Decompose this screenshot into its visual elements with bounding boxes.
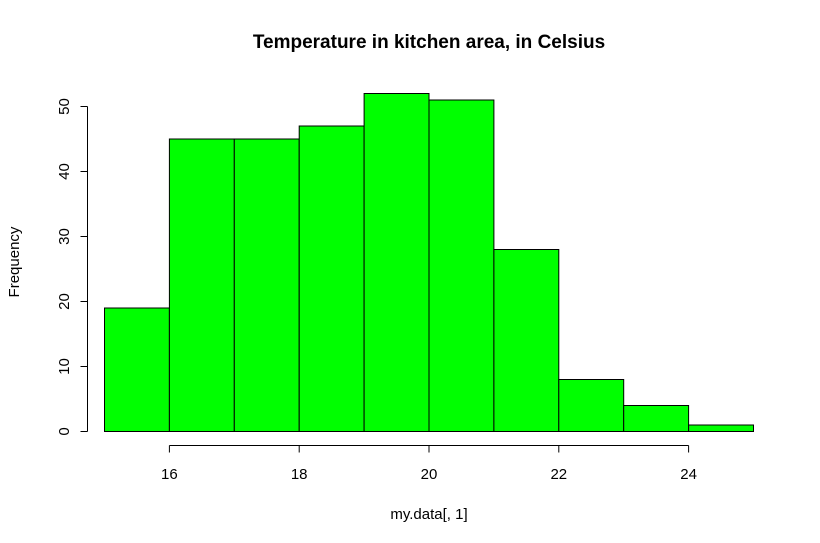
y-tick-label-0: 0 [56, 427, 73, 435]
x-axis-label: my.data[, 1] [390, 506, 467, 523]
histogram-bar-1 [168, 138, 235, 432]
y-tick-label-3: 30 [56, 228, 73, 245]
histogram-bar-2 [233, 138, 300, 432]
histogram-bar-3 [298, 125, 365, 432]
y-axis-label: Frequency [6, 226, 23, 297]
x-tick-label-2: 20 [421, 466, 438, 483]
chart-title: Temperature in kitchen area, in Celsius [253, 32, 605, 53]
x-tick-label-0: 16 [161, 466, 178, 483]
histogram-bar-6 [493, 249, 560, 432]
bars-group [104, 93, 754, 432]
histogram-bar-5 [428, 99, 495, 432]
histogram-bar-8 [623, 405, 690, 432]
y-axis: 0 10 20 30 40 50 [56, 98, 88, 436]
y-tick-label-2: 20 [56, 293, 73, 310]
histogram-bar-0 [104, 307, 170, 432]
histogram-bar-9 [688, 424, 754, 432]
x-tick-label-4: 24 [680, 466, 697, 483]
y-tick-label-4: 40 [56, 163, 73, 180]
x-tick-label-3: 22 [550, 466, 567, 483]
histogram-bar-4 [363, 93, 430, 432]
x-tick-label-1: 18 [291, 466, 308, 483]
x-axis: 16 18 20 22 24 [161, 445, 697, 483]
y-tick-label-1: 10 [56, 358, 73, 375]
y-tick-label-5: 50 [56, 98, 73, 115]
histogram-bar-7 [558, 379, 625, 432]
